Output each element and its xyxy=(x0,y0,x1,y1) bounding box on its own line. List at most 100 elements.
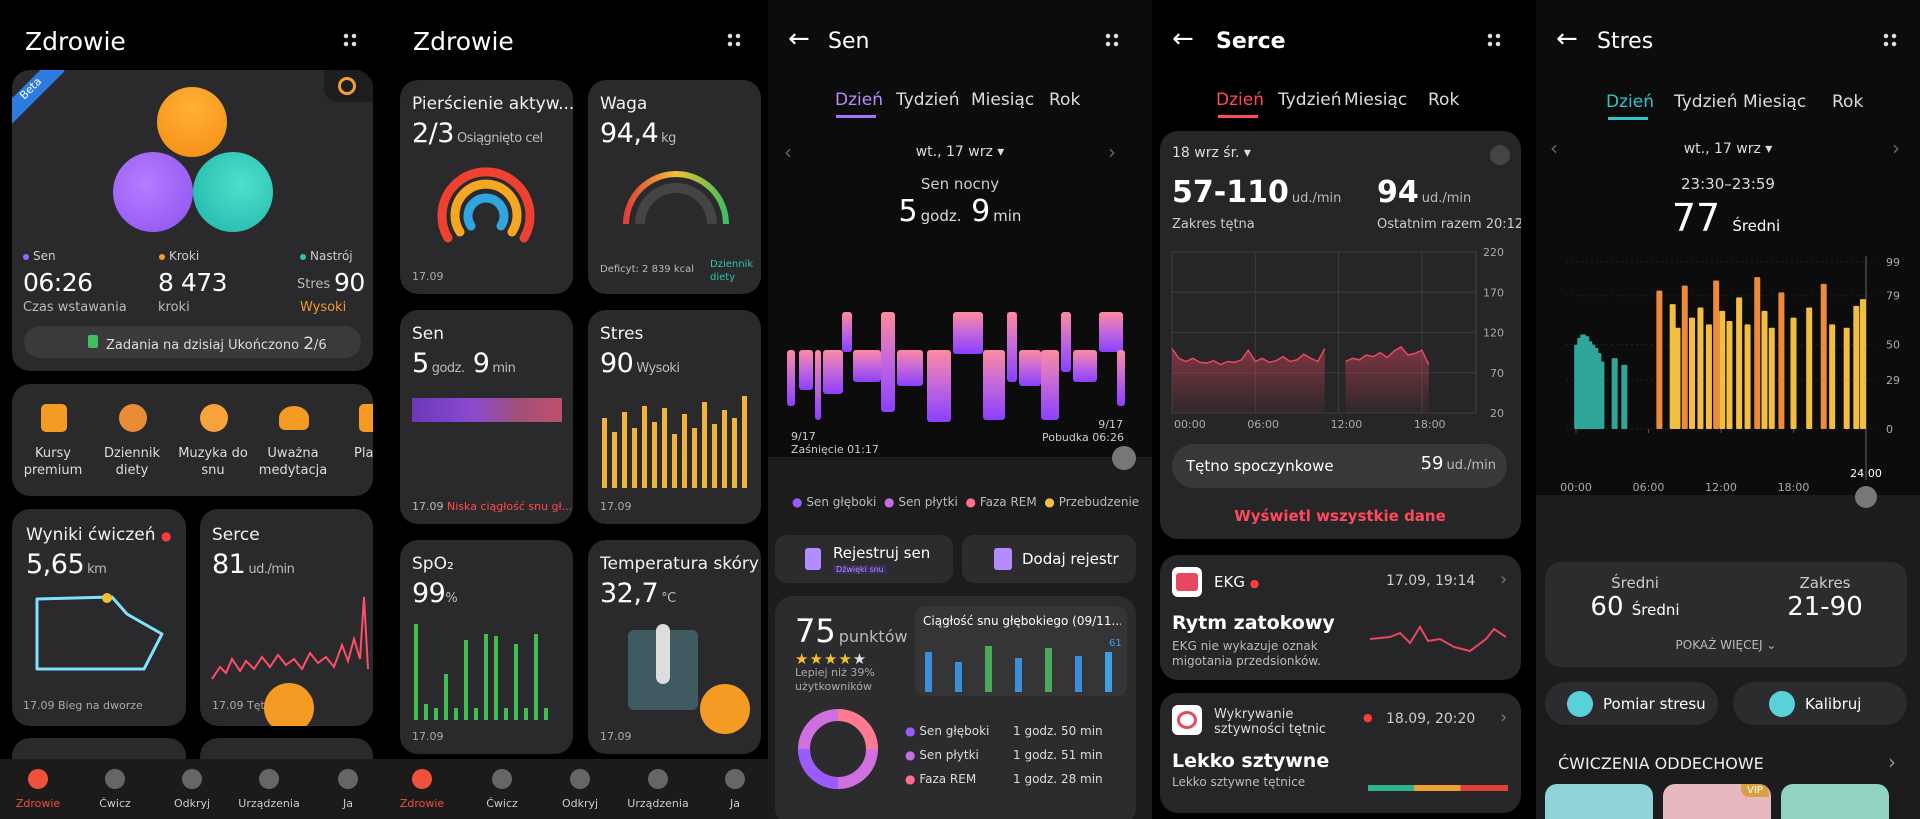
heart-value: 81 ud./min xyxy=(212,549,295,580)
workout-card[interactable]: Wyniki ćwiczeń ● 5,65 km 17.09 Bieg na dw… xyxy=(12,509,186,726)
bottom-nav: Zdrowie Ćwicz Odkryj Urządzenia Ja xyxy=(0,759,384,819)
date-picker[interactable]: wt., 17 wrz ▾ xyxy=(915,144,1005,160)
nav-item[interactable]: Odkryj xyxy=(561,797,599,810)
nav-item[interactable]: Ja xyxy=(343,797,353,810)
tasks-icon xyxy=(88,335,98,348)
date-picker[interactable]: 18 wrz śr. ▾ xyxy=(1172,145,1251,161)
shortcut-label[interactable]: Muzyka do snu xyxy=(178,446,248,478)
skin-unit: °C xyxy=(661,591,676,606)
menu[interactable] xyxy=(342,32,358,48)
next[interactable]: › xyxy=(1892,136,1900,160)
steps-label: Kroki xyxy=(169,249,200,263)
sleep-time: 06:26 xyxy=(23,268,93,297)
tab[interactable]: Dzień xyxy=(835,90,883,110)
tab[interactable]: Tydzień xyxy=(1674,92,1738,112)
stress-card[interactable]: Stres 90 Wysoki 17.09 xyxy=(588,310,761,524)
date-picker[interactable]: wt., 17 wrz ▾ xyxy=(1683,141,1773,157)
view-all-link[interactable]: Wyświetl wszystkie dane xyxy=(1234,507,1446,525)
show-more[interactable]: POKAŻ WIĘCEJ ⌄ xyxy=(1675,638,1777,652)
measure-button[interactable]: Pomiar stresu xyxy=(1545,682,1718,725)
slider-knob xyxy=(1855,486,1877,508)
stress-bar xyxy=(1719,310,1726,429)
record-button[interactable]: Rejestruj sen Dźwięki snu xyxy=(775,535,953,583)
stress-bar xyxy=(1713,280,1720,429)
heart-unit: ud./min xyxy=(248,562,295,577)
shortcut-label[interactable]: Plan formy xyxy=(354,446,373,461)
legend-item: Faza REM xyxy=(979,495,1037,509)
menu[interactable] xyxy=(726,32,742,48)
prev[interactable]: ‹ xyxy=(1550,136,1558,160)
shortcut-label[interactable]: Dziennik diety xyxy=(103,446,161,478)
tab[interactable]: Rok xyxy=(1428,90,1460,110)
diet-link[interactable]: Dziennik diety xyxy=(710,259,754,283)
minutes-unit: min xyxy=(993,207,1022,225)
back-button[interactable]: ← xyxy=(1172,24,1194,54)
screen-title: Zdrowie xyxy=(413,27,514,56)
exercise-tile[interactable] xyxy=(1781,784,1889,819)
tab[interactable]: Tydzień xyxy=(1278,90,1342,110)
nav-item[interactable]: Ja xyxy=(730,797,740,810)
heart-rate-line xyxy=(1171,348,1326,366)
next[interactable]: › xyxy=(1108,140,1116,164)
nav-item[interactable]: Zdrowie xyxy=(15,797,61,810)
stress-bar xyxy=(1611,358,1618,429)
heart-title: Serce xyxy=(212,525,260,545)
weight-card[interactable]: Waga 94,4 kg Deficyt: 2 839 kcal Dziennik… xyxy=(588,80,761,294)
nav-item[interactable]: Ćwicz xyxy=(99,797,131,810)
sleep-caption: Czas wstawania xyxy=(23,300,127,315)
resting-unit: ud./min xyxy=(1446,458,1496,473)
back-button[interactable]: ← xyxy=(788,24,810,54)
stress-bar xyxy=(1705,324,1712,429)
menu[interactable] xyxy=(1882,32,1898,48)
start-time: Zaśnięcie 01:17 xyxy=(791,443,879,456)
calibrate-button[interactable]: Kalibruj xyxy=(1733,682,1907,725)
nav-item[interactable]: Zdrowie xyxy=(399,797,445,810)
tab[interactable]: Dzień xyxy=(1216,90,1264,110)
tab[interactable]: Miesiąc xyxy=(971,90,1035,110)
shortcut-icon xyxy=(41,404,67,432)
nav-icon xyxy=(412,769,432,789)
rings-card[interactable]: Pierścienie aktyw... 2/3 Osiągnięto cel 1… xyxy=(400,80,573,294)
skin-card[interactable]: Temperatura skóry 32,7 °C 17.09 xyxy=(588,540,761,754)
shortcut-label[interactable]: Uważna medytacja xyxy=(258,446,328,478)
tab[interactable]: Miesiąc xyxy=(1743,92,1807,112)
menu[interactable] xyxy=(1486,32,1502,48)
ekg-card[interactable]: EKG ● 17.09, 19:14 › Rytm zatokowy EKG n… xyxy=(1160,555,1521,680)
back-button[interactable]: ← xyxy=(1556,24,1578,54)
tasks-pill[interactable]: Zadania na dzisiaj Ukończono 2/6 xyxy=(24,326,361,358)
slider-knob[interactable] xyxy=(1112,446,1136,470)
tab[interactable]: Rok xyxy=(1832,92,1864,112)
y-tick-label: 99 xyxy=(1886,256,1900,269)
resting-row[interactable]: Tętno spoczynkowe 59 ud./min xyxy=(1172,444,1507,488)
summary-card: Średni 60 Średni Zakres 21-90 POKAŻ WIĘC… xyxy=(1545,562,1907,667)
menu[interactable] xyxy=(1104,32,1120,48)
spo2-title: SpO₂ xyxy=(412,554,454,574)
nav-item[interactable]: Ćwicz xyxy=(486,797,518,810)
nav-item[interactable]: Odkryj xyxy=(173,797,211,810)
add-record-button[interactable] xyxy=(700,684,750,734)
summary-card[interactable]: Beta Sen 06:26 Czas wstawania Kroki 8 47… xyxy=(12,70,373,371)
heart-card[interactable]: Serce 81 ud./min 17.09 Tętno xyxy=(200,509,373,726)
add-button[interactable]: Dodaj rejestr xyxy=(962,535,1136,583)
expand-button[interactable] xyxy=(1490,145,1510,165)
tab[interactable]: Miesiąc xyxy=(1344,90,1408,110)
stiffness-card[interactable]: Wykrywanie sztywności tętnic ● 18.09, 20… xyxy=(1160,693,1521,813)
prev[interactable]: ‹ xyxy=(784,140,792,164)
spo2-card[interactable]: SpO₂ 99% 17.09 xyxy=(400,540,573,754)
stress-value: 90 xyxy=(334,268,365,297)
shortcut-label[interactable]: Kursy premium xyxy=(23,446,83,478)
screen-title: Serce xyxy=(1216,29,1286,54)
stress-level: Wysoki xyxy=(636,361,680,376)
nav-item[interactable]: Urządzenia xyxy=(238,797,300,810)
add-record-button[interactable] xyxy=(264,683,314,726)
exercise-tile[interactable] xyxy=(1545,784,1653,819)
chevron[interactable]: › xyxy=(1888,750,1896,774)
nav-item[interactable]: Urządzenia xyxy=(627,797,689,810)
measure-icon xyxy=(1567,691,1593,717)
tab[interactable]: Rok xyxy=(1049,90,1081,110)
ekg-result: Rytm zatokowy xyxy=(1172,612,1335,634)
tab[interactable]: Dzień xyxy=(1606,92,1654,112)
tab[interactable]: Tydzień xyxy=(896,90,960,110)
spo2-unit: % xyxy=(445,591,458,606)
sleep-card[interactable]: Sen 5 godz. 9 min 17.09 Niska ciągłość snu… xyxy=(400,310,573,524)
